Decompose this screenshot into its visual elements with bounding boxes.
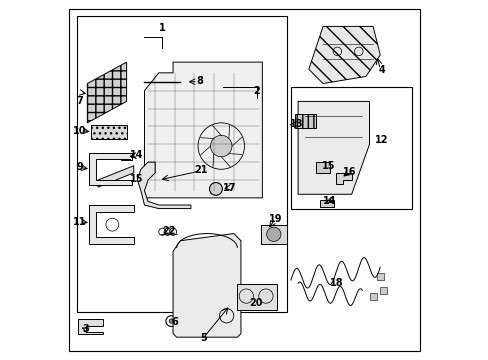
Polygon shape <box>89 153 132 185</box>
Polygon shape <box>144 62 262 198</box>
Polygon shape <box>89 205 134 244</box>
Text: 14: 14 <box>322 196 336 206</box>
Polygon shape <box>298 102 369 194</box>
Text: 6: 6 <box>171 317 178 327</box>
Bar <box>260 225 287 244</box>
Text: 10: 10 <box>73 126 86 136</box>
Text: 5: 5 <box>200 333 206 343</box>
Text: 18: 18 <box>329 278 343 288</box>
Text: 20: 20 <box>249 297 263 307</box>
Polygon shape <box>87 62 126 123</box>
Text: 3: 3 <box>82 324 89 334</box>
Polygon shape <box>137 162 190 208</box>
Polygon shape <box>78 319 103 334</box>
Text: 13: 13 <box>289 118 303 129</box>
Circle shape <box>210 135 231 157</box>
Bar <box>380 287 386 294</box>
Text: 16: 16 <box>343 167 356 177</box>
Text: 15: 15 <box>321 161 334 171</box>
Polygon shape <box>173 234 241 337</box>
Text: 22: 22 <box>162 226 175 236</box>
Text: 19: 19 <box>268 213 282 224</box>
Bar <box>369 293 376 300</box>
Text: 8: 8 <box>196 76 203 86</box>
Text: 14: 14 <box>130 150 143 160</box>
Circle shape <box>169 319 173 323</box>
Bar <box>121 153 132 160</box>
Polygon shape <box>308 26 380 84</box>
Bar <box>294 114 315 128</box>
Text: 2: 2 <box>253 86 260 96</box>
Text: 7: 7 <box>76 96 82 106</box>
Text: 12: 12 <box>374 135 388 145</box>
Bar <box>91 125 126 139</box>
Polygon shape <box>98 166 134 187</box>
Bar <box>315 162 329 173</box>
Circle shape <box>209 183 222 195</box>
Text: 9: 9 <box>76 162 82 172</box>
Text: 11: 11 <box>73 217 86 227</box>
Text: 17: 17 <box>223 183 236 193</box>
Text: 4: 4 <box>378 65 385 75</box>
Polygon shape <box>335 173 351 184</box>
Bar <box>290 87 411 208</box>
Bar <box>77 16 287 312</box>
Text: 15: 15 <box>130 174 143 184</box>
Text: 21: 21 <box>194 165 207 175</box>
Text: 1: 1 <box>159 23 165 33</box>
Bar <box>237 284 276 310</box>
Bar <box>376 273 383 280</box>
Circle shape <box>266 227 281 242</box>
Bar <box>319 201 333 207</box>
